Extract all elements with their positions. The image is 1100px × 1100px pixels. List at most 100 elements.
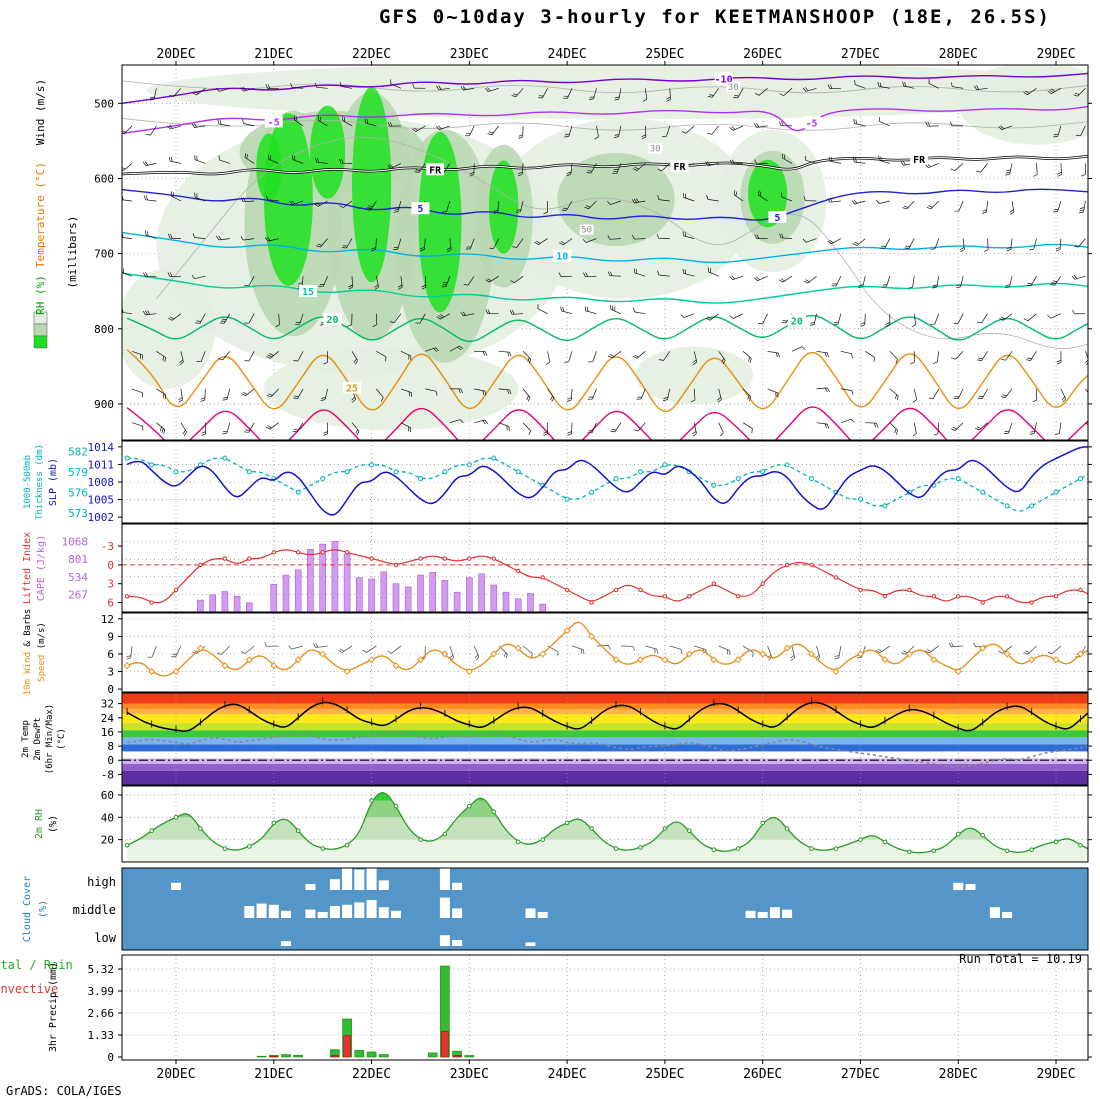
svg-text:26DEC: 26DEC bbox=[743, 1067, 782, 1082]
svg-text:1000-500mb: 1000-500mb bbox=[23, 455, 33, 509]
svg-text:Speed (m/s): Speed (m/s) bbox=[37, 622, 47, 682]
cape-bar bbox=[331, 541, 339, 612]
svg-text:high: high bbox=[87, 875, 116, 889]
svg-text:0: 0 bbox=[107, 559, 114, 572]
rh-2m-line bbox=[126, 792, 1088, 854]
svg-text:2m DewPt: 2m DewPt bbox=[33, 717, 43, 760]
svg-text:-8: -8 bbox=[101, 768, 114, 781]
cape-bar bbox=[270, 583, 278, 612]
svg-text:1.33: 1.33 bbox=[88, 1029, 115, 1042]
svg-text:-3: -3 bbox=[101, 540, 114, 553]
svg-text:21DEC: 21DEC bbox=[254, 47, 293, 62]
svg-text:20: 20 bbox=[326, 315, 338, 326]
cloud-bar-low bbox=[439, 935, 450, 946]
panel-slp-thickness bbox=[122, 441, 1088, 523]
axes-and-labels: 20DEC 20DEC 21DEC 21DEC 22DEC 22DEC 23DEC 23DEC… bbox=[0, 47, 1092, 1082]
cloud-bar-middle bbox=[268, 904, 279, 918]
svg-text:Total / Rain: Total / Rain bbox=[0, 958, 73, 972]
cape-bar bbox=[246, 602, 253, 612]
cape-bar bbox=[343, 553, 351, 612]
svg-text:20DEC: 20DEC bbox=[156, 1067, 195, 1082]
cape-bar bbox=[282, 574, 290, 612]
svg-text:27DEC: 27DEC bbox=[841, 1067, 880, 1082]
svg-text:25DEC: 25DEC bbox=[645, 47, 684, 62]
credit: GrADS: COLA/IGES bbox=[6, 1084, 122, 1098]
svg-text:534: 534 bbox=[68, 571, 88, 584]
cloud-bar-middle bbox=[366, 900, 377, 918]
svg-text:24DEC: 24DEC bbox=[548, 1067, 587, 1082]
svg-text:5.32: 5.32 bbox=[88, 963, 115, 976]
svg-text:FR: FR bbox=[913, 155, 926, 166]
svg-text:573: 573 bbox=[68, 507, 88, 520]
cape-bar bbox=[368, 578, 375, 612]
cloud-bar-low bbox=[525, 942, 536, 946]
cloud-bar-high bbox=[354, 869, 365, 890]
precip-convective-bar bbox=[331, 1055, 339, 1058]
svg-text:21DEC: 21DEC bbox=[254, 1067, 293, 1082]
rh-legend-swatch bbox=[33, 335, 48, 349]
panel-2m-temp bbox=[122, 693, 1088, 785]
slp-line bbox=[126, 446, 1088, 516]
cloud-bar-middle bbox=[452, 908, 463, 918]
cape-bar bbox=[490, 584, 498, 612]
isotherm-5 bbox=[122, 188, 1088, 221]
cape-bar bbox=[429, 572, 437, 612]
precip-convective-bar bbox=[441, 1031, 449, 1058]
svg-text:Convective: Convective bbox=[0, 982, 58, 996]
cape-bar bbox=[417, 574, 424, 612]
svg-text:FR: FR bbox=[674, 162, 687, 173]
svg-text:Thickness (dm): Thickness (dm) bbox=[35, 444, 45, 520]
cloud-bar-middle bbox=[439, 897, 450, 918]
cape-bar bbox=[307, 549, 314, 612]
cloud-bar-middle bbox=[317, 912, 328, 918]
svg-text:25: 25 bbox=[346, 384, 358, 395]
precip-total-bar bbox=[378, 1054, 389, 1058]
temp-2m-line bbox=[126, 701, 1088, 732]
svg-text:-5: -5 bbox=[806, 118, 818, 129]
svg-text:middle: middle bbox=[73, 903, 116, 917]
isotherm-30 bbox=[126, 406, 1088, 440]
svg-text:29DEC: 29DEC bbox=[1036, 1067, 1075, 1082]
svg-text:24DEC: 24DEC bbox=[548, 47, 587, 62]
isotherm-10 bbox=[122, 231, 1088, 264]
cloud-bar-middle bbox=[757, 912, 768, 918]
panel-10m-wind bbox=[122, 613, 1088, 692]
svg-text:(%): (%) bbox=[38, 900, 49, 918]
cloud-bar-high bbox=[342, 868, 353, 890]
cloud-bar-middle bbox=[525, 908, 536, 918]
cape-bar bbox=[209, 594, 216, 612]
svg-text:576: 576 bbox=[68, 486, 88, 499]
svg-text:Cloud Cover: Cloud Cover bbox=[22, 876, 33, 942]
cloud-bar-middle bbox=[782, 909, 793, 918]
panel-cloud-cover bbox=[122, 868, 1088, 950]
isotherm-20 bbox=[126, 314, 1088, 343]
svg-text:32: 32 bbox=[101, 698, 114, 711]
isotherm-15 bbox=[122, 272, 1088, 304]
precip-total-bar bbox=[427, 1052, 438, 1058]
svg-text:23DEC: 23DEC bbox=[450, 47, 489, 62]
panel-cross-section: -10 -5 -5 5 5 10 15 20 20 25 FR FR FR 30 50 30 bbox=[122, 65, 1088, 440]
precip-convective-bar bbox=[343, 1035, 351, 1058]
svg-text:25DEC: 25DEC bbox=[645, 1067, 684, 1082]
svg-text:3.99: 3.99 bbox=[88, 985, 115, 998]
cape-bar bbox=[539, 603, 547, 612]
cloud-bar-high bbox=[378, 880, 389, 890]
svg-text:5: 5 bbox=[417, 204, 423, 215]
cape-bar bbox=[233, 595, 241, 612]
svg-text:28DEC: 28DEC bbox=[939, 1067, 978, 1082]
svg-text:CAPE (J/kg): CAPE (J/kg) bbox=[36, 535, 47, 601]
svg-text:20DEC: 20DEC bbox=[156, 47, 195, 62]
cloud-panel-bg bbox=[122, 868, 1088, 950]
precip-total-bar bbox=[256, 1055, 267, 1058]
svg-text:6: 6 bbox=[107, 648, 114, 661]
svg-text:29DEC: 29DEC bbox=[1036, 47, 1075, 62]
wind-speed-line bbox=[126, 621, 1088, 677]
svg-text:(°C): (°C) bbox=[57, 728, 67, 750]
svg-text:26DEC: 26DEC bbox=[743, 47, 782, 62]
cape-bar bbox=[502, 591, 510, 612]
isotherm-25 bbox=[126, 349, 1088, 412]
svg-text:Run Total = 10.19: Run Total = 10.19 bbox=[959, 952, 1082, 966]
svg-text:RH (%): RH (%) bbox=[34, 275, 47, 315]
cape-bar bbox=[527, 593, 534, 612]
